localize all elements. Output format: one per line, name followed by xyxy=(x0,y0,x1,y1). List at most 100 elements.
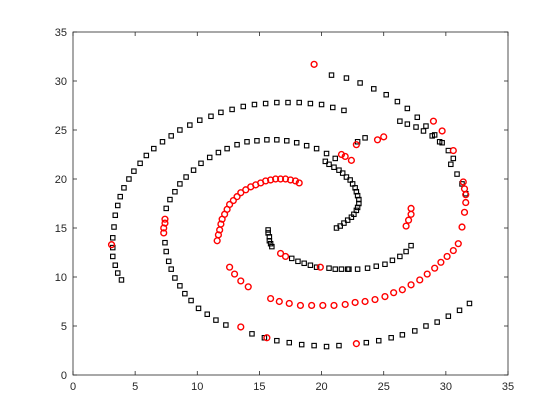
circle-data-point xyxy=(341,300,349,309)
square-data-point xyxy=(399,332,406,338)
square-data-point xyxy=(114,202,121,209)
square-data-point xyxy=(240,103,247,110)
square-data-point xyxy=(326,161,332,168)
square-data-point xyxy=(343,75,350,81)
circle-data-point xyxy=(330,301,338,310)
circle-data-point xyxy=(295,179,303,187)
square-data-point xyxy=(251,101,258,108)
circle-data-point xyxy=(404,216,413,224)
square-data-point xyxy=(172,275,178,281)
square-data-point xyxy=(218,109,224,116)
square-data-point xyxy=(187,122,193,128)
square-data-point xyxy=(313,264,320,270)
square-data-point xyxy=(137,160,143,167)
square-data-point xyxy=(397,253,403,260)
square-data-point xyxy=(195,305,202,312)
square-data-point xyxy=(293,139,300,146)
circle-data-point xyxy=(276,175,285,183)
square-data-point xyxy=(177,127,183,133)
circle-data-point xyxy=(308,301,316,310)
circle-data-point xyxy=(160,229,168,237)
square-data-point xyxy=(162,239,168,246)
square-data-point xyxy=(326,265,332,271)
square-data-point xyxy=(313,145,320,152)
circle-data-point xyxy=(381,293,389,301)
square-data-point xyxy=(177,181,183,187)
circle-data-point xyxy=(462,198,470,207)
square-data-point xyxy=(371,86,377,92)
square-data-point xyxy=(111,224,117,230)
circle-data-point xyxy=(296,301,305,310)
square-data-point xyxy=(348,214,355,220)
square-data-point xyxy=(286,339,293,346)
square-data-point xyxy=(389,257,396,264)
circle-data-point xyxy=(416,276,424,284)
square-data-point xyxy=(296,99,302,106)
square-data-point xyxy=(215,149,222,156)
square-data-point xyxy=(163,205,169,212)
y-tick-label: 5 xyxy=(61,321,67,333)
y-tick-label: 25 xyxy=(55,125,67,137)
square-data-point xyxy=(375,337,382,344)
square-data-point xyxy=(336,342,342,349)
square-data-point xyxy=(357,80,363,86)
square-data-point xyxy=(323,343,330,350)
square-data-point xyxy=(118,277,125,283)
square-data-point xyxy=(285,99,291,106)
circle-data-point xyxy=(373,136,382,144)
square-data-point xyxy=(213,317,219,323)
square-data-point xyxy=(429,133,435,139)
square-data-point xyxy=(224,145,230,152)
circle-data-point xyxy=(454,240,462,248)
circle-data-point xyxy=(310,60,318,68)
square-data-point xyxy=(364,265,371,271)
circle-data-point xyxy=(390,289,398,297)
square-data-point xyxy=(265,227,271,233)
y-tick-label: 10 xyxy=(55,272,67,284)
square-data-point xyxy=(204,311,210,317)
circle-data-point xyxy=(407,281,415,289)
square-data-point xyxy=(165,258,172,265)
circle-data-point xyxy=(285,299,293,308)
circle-data-point xyxy=(449,146,457,155)
square-data-point xyxy=(456,307,463,314)
x-tick-label: 25 xyxy=(378,381,390,393)
square-data-point xyxy=(267,240,274,247)
axes: 0 5 10 15 20 25 30 35 0 5 10 15 20 25 30 35 xyxy=(55,27,514,393)
square-data-point xyxy=(190,167,197,173)
square-data-point xyxy=(336,167,342,173)
circle-data-point xyxy=(437,258,445,266)
square-data-point xyxy=(244,139,250,145)
circle-data-point xyxy=(398,286,406,294)
square-data-point xyxy=(151,145,157,152)
square-data-point xyxy=(198,160,204,167)
y-tick-label: 0 xyxy=(61,370,67,382)
x-tick-label: 15 xyxy=(253,381,265,393)
square-data-point xyxy=(163,248,169,255)
square-data-point xyxy=(332,155,338,162)
square-data-point xyxy=(330,104,336,111)
square-data-point xyxy=(262,100,269,107)
circle-data-point xyxy=(380,133,388,141)
square-data-point xyxy=(343,174,350,180)
circle-data-point xyxy=(438,127,446,135)
circle-data-point xyxy=(431,264,439,272)
square-data-point xyxy=(354,266,361,272)
square-data-point xyxy=(394,98,401,105)
axes-box xyxy=(72,31,509,376)
square-data-point xyxy=(339,170,346,176)
square-data-point xyxy=(114,270,121,276)
square-data-point xyxy=(188,297,194,304)
square-data-point xyxy=(423,323,429,329)
square-data-point xyxy=(450,155,457,162)
circle-data-point xyxy=(341,152,349,161)
square-data-point xyxy=(332,266,338,272)
square-data-point xyxy=(311,342,317,349)
square-data-point xyxy=(413,124,419,130)
circle-data-point xyxy=(458,223,466,231)
square-data-point xyxy=(298,341,305,348)
circle-data-point xyxy=(361,297,369,306)
square-data-point xyxy=(363,339,370,346)
square-data-point xyxy=(168,133,174,139)
square-data-point xyxy=(223,322,229,328)
